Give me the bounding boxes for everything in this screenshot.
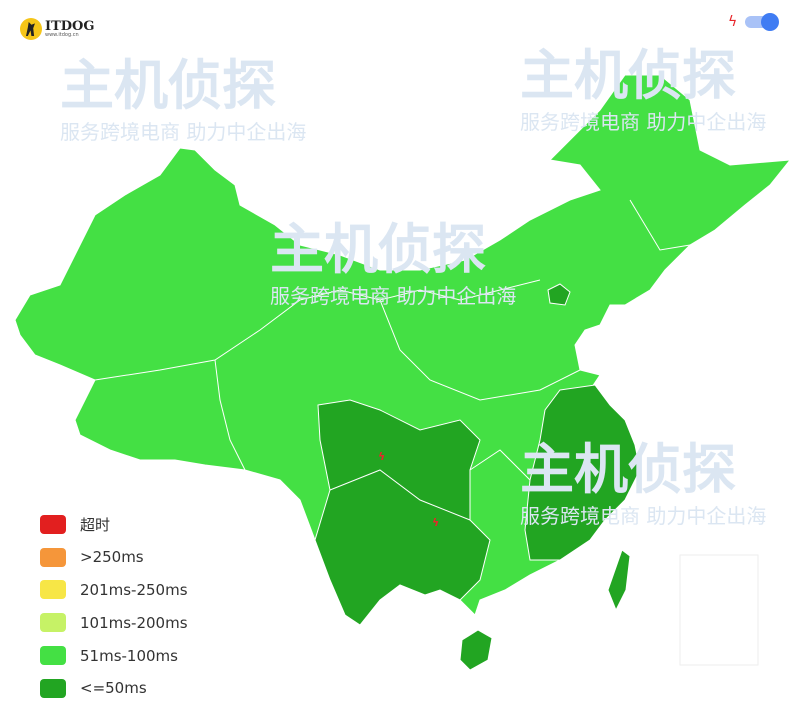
south-china-sea-inset <box>679 554 759 666</box>
legend-label: 超时 <box>80 515 111 534</box>
legend-label: 51ms-100ms <box>80 646 178 665</box>
lightning-icon: ϟ <box>728 14 738 30</box>
lightning-icon: ϟ <box>432 516 440 529</box>
legend-label: 201ms-250ms <box>80 580 188 599</box>
legend-swatch <box>40 547 66 567</box>
legend-item-over-250[interactable]: >250ms <box>40 541 188 574</box>
legend-item-le-50[interactable]: <=50ms <box>40 672 188 705</box>
legend-item-101-200[interactable]: 101ms-200ms <box>40 606 188 639</box>
legend-item-201-250[interactable]: 201ms-250ms <box>40 574 188 607</box>
region-le-50ms-southwest[interactable] <box>314 399 491 626</box>
province-border <box>329 469 471 521</box>
itdog-logo: ITDOG www.itdog.cn <box>20 18 94 40</box>
legend-label: <=50ms <box>80 679 147 698</box>
legend-label: 101ms-200ms <box>80 613 188 632</box>
province-border <box>214 359 246 471</box>
dog-icon <box>20 18 42 40</box>
legend-item-timeout[interactable]: 超时 <box>40 508 188 541</box>
logo-title: ITDOG <box>45 19 95 34</box>
legend-swatch <box>40 646 66 666</box>
legend-swatch <box>40 678 66 698</box>
region-le-50ms-taiwan[interactable] <box>607 549 631 612</box>
legend-label: >250ms <box>80 548 144 567</box>
legend-item-51-100[interactable]: 51ms-100ms <box>40 639 188 672</box>
region-le-50ms-hainan[interactable] <box>459 629 493 671</box>
legend: 超时 >250ms 201ms-250ms 101ms-200ms 51ms-1… <box>40 508 188 705</box>
legend-swatch <box>40 514 66 534</box>
toggle-switch[interactable] <box>745 13 780 31</box>
province-border <box>469 449 531 481</box>
province-border <box>629 199 691 251</box>
toggle-knob[interactable] <box>761 13 780 31</box>
legend-swatch <box>40 580 66 600</box>
lightning-toggle[interactable]: ϟ <box>728 13 780 31</box>
province-border <box>94 279 541 381</box>
region-le-50ms-east[interactable] <box>524 384 641 561</box>
legend-swatch <box>40 613 66 633</box>
lightning-icon: ϟ <box>378 450 386 463</box>
logo-url: www.itdog.cn <box>45 32 79 38</box>
province-border <box>379 299 581 401</box>
region-le-50ms-beijing[interactable] <box>547 283 571 306</box>
